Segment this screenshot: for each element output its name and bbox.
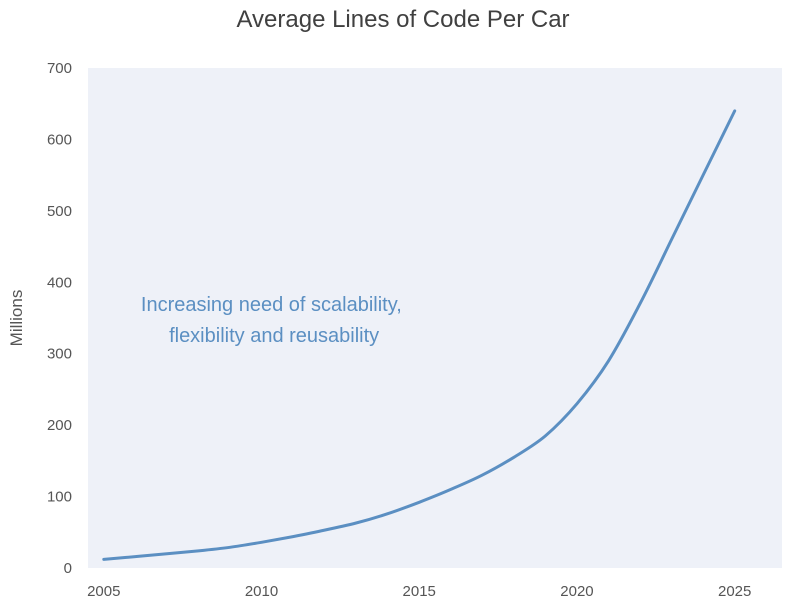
y-tick-label: 200: [47, 417, 72, 434]
y-tick-label: 100: [47, 489, 72, 506]
y-axis-ticks: 0 100 200 300 400 500 600 700: [47, 60, 72, 577]
y-tick-label: 500: [47, 203, 72, 220]
y-axis-label: Millions: [7, 290, 26, 347]
y-tick-label: 400: [47, 274, 72, 291]
y-tick-label: 700: [47, 60, 72, 77]
annotation-line-1: Increasing need of scalability,: [141, 294, 402, 316]
series-line: [102, 109, 737, 561]
x-tick-label: 2020: [560, 583, 593, 600]
y-tick-label: 600: [47, 131, 72, 148]
y-tick-label: 0: [64, 560, 72, 577]
chart-title: Average Lines of Code Per Car: [236, 6, 569, 33]
x-tick-label: 2005: [87, 583, 120, 600]
plot-area: [88, 68, 782, 568]
x-axis-ticks: 2005 2010 2015 2020 2025: [87, 583, 751, 600]
y-tick-label: 300: [47, 346, 72, 363]
annotation-text: Increasing need of scalability, flexibil…: [141, 294, 407, 347]
x-tick-label: 2010: [245, 583, 278, 600]
x-tick-label: 2025: [718, 583, 751, 600]
annotation-line-2: flexibility and reusability: [169, 325, 379, 347]
x-tick-label: 2015: [403, 583, 436, 600]
